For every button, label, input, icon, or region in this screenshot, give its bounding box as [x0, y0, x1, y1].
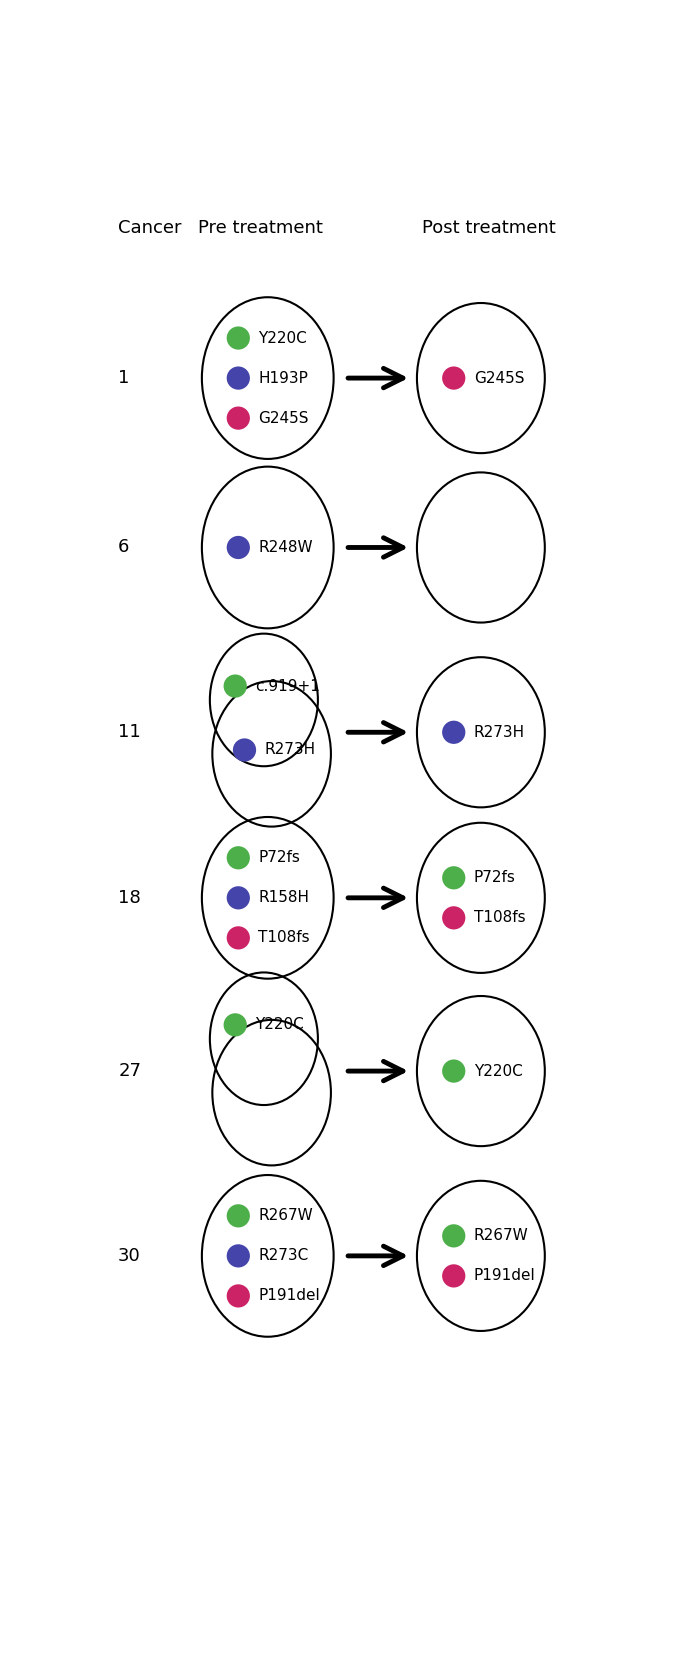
- Point: [448, 904, 459, 931]
- Text: P72fs: P72fs: [258, 851, 300, 866]
- Point: [233, 884, 244, 911]
- Text: R248W: R248W: [258, 540, 313, 555]
- Point: [448, 1223, 459, 1250]
- Point: [233, 924, 244, 951]
- Text: Cancer: Cancer: [119, 219, 182, 238]
- Point: [233, 1203, 244, 1230]
- Point: [229, 1012, 240, 1039]
- Text: 11: 11: [119, 723, 141, 741]
- Text: c.919+1: c.919+1: [256, 678, 320, 693]
- Text: R273C: R273C: [258, 1248, 309, 1263]
- Text: T108fs: T108fs: [474, 911, 525, 926]
- Point: [233, 406, 244, 432]
- Point: [448, 364, 459, 391]
- Point: [448, 864, 459, 891]
- Text: R273H: R273H: [474, 725, 525, 740]
- Text: Pre treatment: Pre treatment: [197, 219, 323, 238]
- Point: [233, 844, 244, 871]
- Point: [229, 673, 240, 700]
- Text: R158H: R158H: [258, 891, 310, 906]
- Point: [448, 720, 459, 746]
- Point: [233, 534, 244, 560]
- Text: R273H: R273H: [264, 743, 316, 758]
- Text: Y220C: Y220C: [256, 1017, 304, 1032]
- Point: [233, 1243, 244, 1270]
- Text: Y220C: Y220C: [474, 1064, 523, 1079]
- Point: [233, 364, 244, 391]
- Text: H193P: H193P: [258, 371, 308, 386]
- Text: R267W: R267W: [474, 1228, 529, 1243]
- Point: [448, 1057, 459, 1084]
- Text: T108fs: T108fs: [258, 931, 310, 946]
- Text: 6: 6: [119, 538, 129, 557]
- Text: 1: 1: [119, 369, 129, 387]
- Point: [448, 1263, 459, 1290]
- Text: 30: 30: [119, 1246, 141, 1265]
- Text: Y220C: Y220C: [258, 331, 307, 346]
- Point: [233, 324, 244, 351]
- Text: R267W: R267W: [258, 1208, 313, 1223]
- Text: G245S: G245S: [474, 371, 525, 386]
- Text: Post treatment: Post treatment: [422, 219, 556, 238]
- Text: 27: 27: [119, 1062, 141, 1080]
- Point: [239, 736, 250, 763]
- Text: P191del: P191del: [258, 1288, 320, 1303]
- Text: 18: 18: [119, 889, 141, 907]
- Text: G245S: G245S: [258, 411, 309, 425]
- Text: P72fs: P72fs: [474, 871, 516, 886]
- Point: [233, 1283, 244, 1310]
- Text: P191del: P191del: [474, 1268, 536, 1283]
